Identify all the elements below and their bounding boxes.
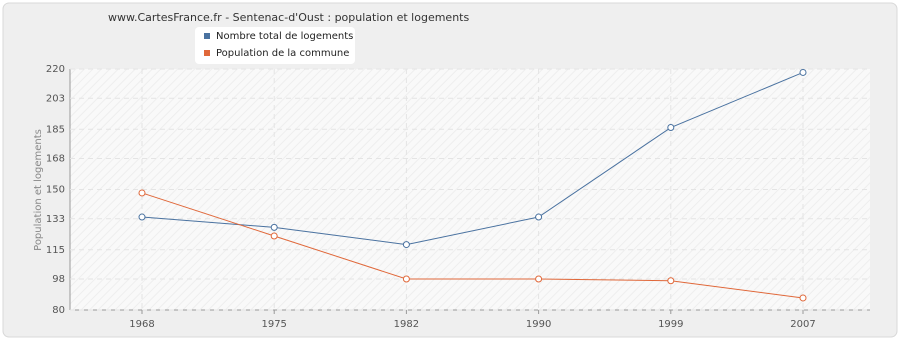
point (402, 241, 410, 249)
y-tick-label: 150 (46, 185, 65, 196)
legend (195, 27, 355, 64)
point (270, 223, 278, 231)
y-tick-label: 80 (52, 305, 65, 316)
y-tick-label: 115 (46, 245, 65, 256)
y-tick-label: 203 (46, 93, 65, 104)
series-line (141, 71, 804, 246)
y-tick-label: 133 (46, 214, 65, 225)
point (667, 124, 675, 132)
point (799, 68, 807, 76)
y-axis-label: Population et logements (33, 129, 44, 251)
y-tick-label: 185 (46, 124, 65, 135)
x-tick-label: 1990 (526, 319, 551, 330)
point (799, 294, 807, 302)
y-tick-label: 220 (46, 64, 65, 75)
legend-swatch (204, 50, 210, 56)
y-tick-label: 168 (46, 154, 65, 165)
legend-label: Nombre total de logements (216, 31, 353, 42)
x-tick-label: 1968 (129, 319, 154, 330)
y-tick-label: 98 (52, 274, 65, 285)
x-tick-label: 2007 (790, 319, 815, 330)
x-tick-label: 1999 (658, 319, 683, 330)
point (535, 213, 543, 221)
point (667, 277, 675, 285)
series-line (141, 192, 804, 299)
x-tick-label: 1982 (394, 319, 419, 330)
point (138, 189, 146, 197)
point (402, 275, 410, 283)
point (270, 232, 278, 240)
legend-label: Population de la commune (216, 48, 349, 59)
point (535, 275, 543, 283)
x-tick-label: 1975 (261, 319, 286, 330)
point (138, 213, 146, 221)
chart-title: www.CartesFrance.fr - Sentenac-d'Oust : … (108, 11, 469, 24)
legend-swatch (204, 33, 210, 39)
